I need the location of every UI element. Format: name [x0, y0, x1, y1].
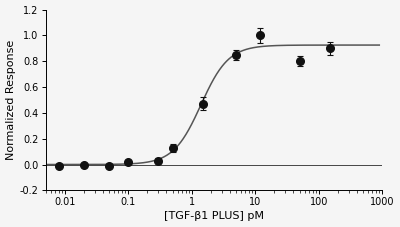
- X-axis label: [TGF-β1 PLUS] pM: [TGF-β1 PLUS] pM: [164, 211, 264, 222]
- Y-axis label: Normalized Response: Normalized Response: [6, 40, 16, 160]
